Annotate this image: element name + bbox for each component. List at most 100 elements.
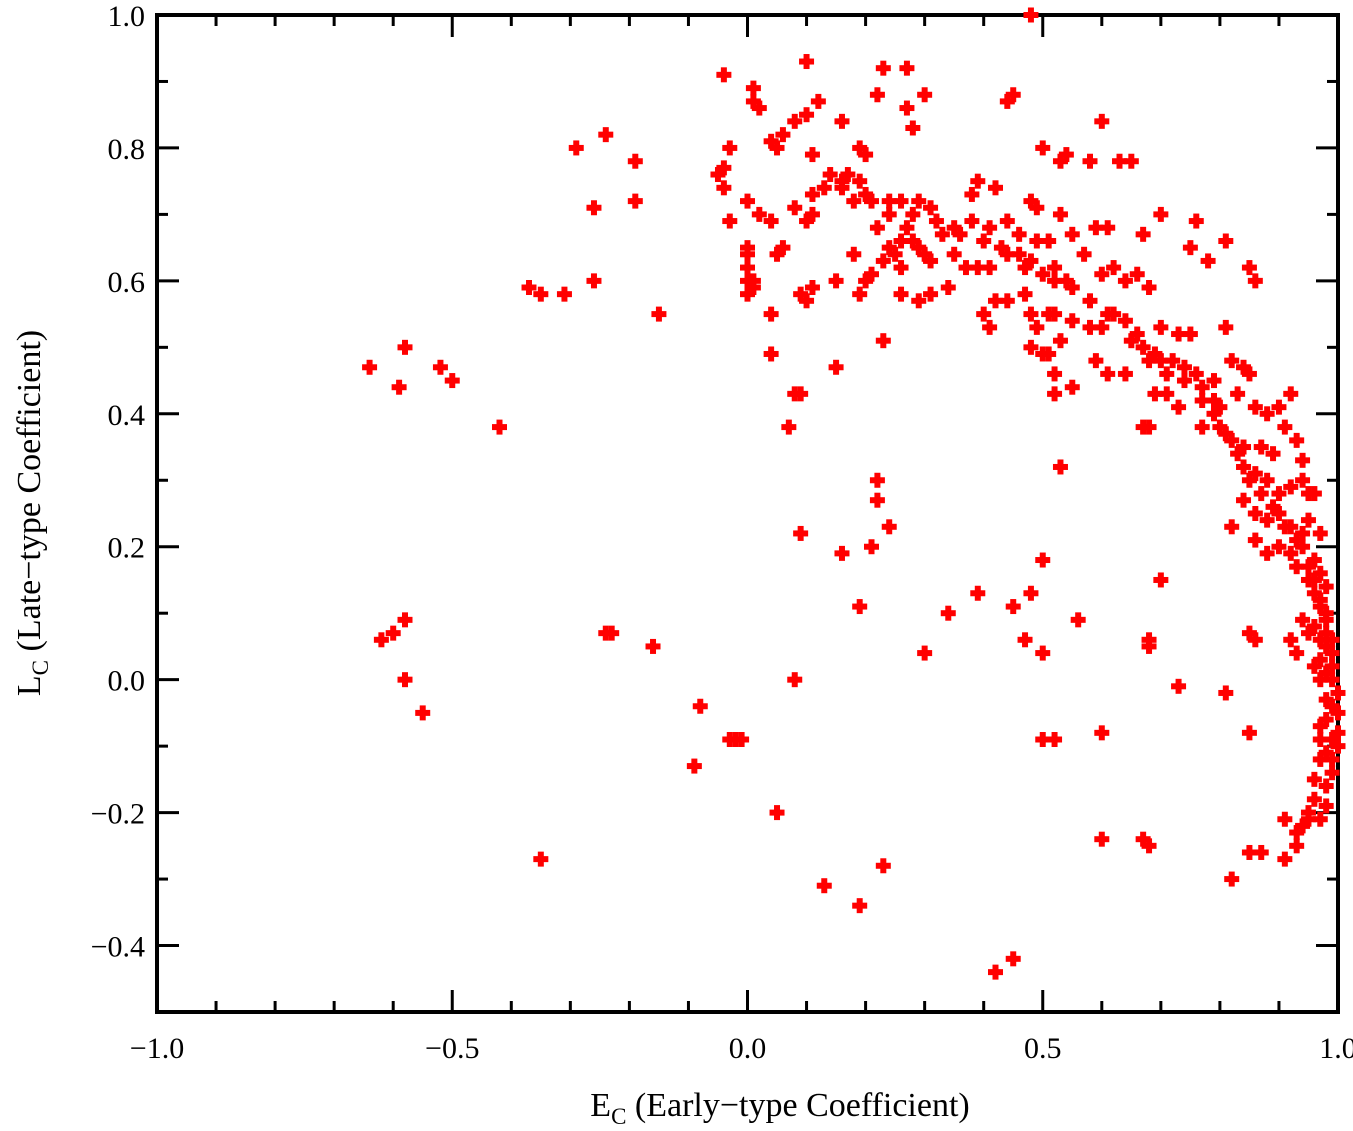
data-point <box>1289 432 1305 448</box>
data-point <box>769 805 785 821</box>
data-point <box>893 260 909 276</box>
data-point <box>1312 672 1328 688</box>
data-point <box>1035 140 1051 156</box>
data-point <box>834 545 850 561</box>
x-axis-title-sub: C <box>611 1104 626 1129</box>
data-point <box>1259 512 1275 528</box>
data-point <box>710 167 726 183</box>
data-point <box>1259 545 1275 561</box>
data-point <box>1218 426 1234 442</box>
data-point <box>999 246 1015 262</box>
data-point <box>1047 306 1063 322</box>
data-point <box>1324 765 1340 781</box>
data-point <box>864 266 880 282</box>
data-point <box>1241 260 1257 276</box>
data-point <box>923 286 939 302</box>
tick-labels: −1.0 −0.5 0.0 0.5 1.0 −0.4 −0.2 0.0 0.2 0.4 0.6 0.8… <box>91 0 1353 1065</box>
data-point <box>804 206 820 222</box>
data-point <box>1330 725 1346 741</box>
data-point <box>1241 625 1257 641</box>
data-point <box>1300 625 1316 641</box>
data-point <box>869 220 885 236</box>
data-point <box>385 625 401 641</box>
data-point <box>763 306 779 322</box>
data-point <box>1218 319 1234 335</box>
data-point <box>533 286 549 302</box>
data-point <box>1029 200 1045 216</box>
data-point <box>858 186 874 202</box>
data-point <box>869 492 885 508</box>
data-point <box>1277 811 1293 827</box>
data-point <box>911 293 927 309</box>
data-point <box>1188 366 1204 382</box>
data-point <box>1200 253 1216 269</box>
y-axis-title-rest: (Late−type Coefficient) <box>11 330 48 660</box>
data-point <box>1047 731 1063 747</box>
data-point <box>1271 486 1287 502</box>
data-point <box>740 286 755 302</box>
data-point <box>852 898 868 914</box>
data-point <box>491 419 507 435</box>
data-point <box>1023 339 1039 355</box>
data-point <box>1082 153 1098 169</box>
data-point <box>1052 333 1068 349</box>
data-point <box>1271 539 1287 555</box>
data-point <box>1241 366 1257 382</box>
data-point <box>1023 585 1039 601</box>
data-point <box>940 280 956 296</box>
data-point <box>881 519 897 535</box>
data-point <box>1023 7 1039 23</box>
data-point <box>1318 778 1334 794</box>
data-point <box>1236 492 1252 508</box>
y-tick-label: 0.2 <box>108 532 146 565</box>
data-point <box>1171 678 1187 694</box>
data-point <box>1052 153 1068 169</box>
data-point <box>1218 685 1234 701</box>
data-point <box>799 107 815 123</box>
data-point <box>1277 851 1293 867</box>
data-point <box>828 359 844 375</box>
data-point <box>1206 373 1222 389</box>
data-point <box>740 246 755 262</box>
data-point <box>740 193 755 209</box>
data-point <box>787 200 803 216</box>
data-point <box>521 280 537 296</box>
data-point <box>1041 346 1057 362</box>
data-point <box>1265 499 1281 515</box>
data-point <box>1247 532 1263 548</box>
data-point <box>1165 353 1181 369</box>
data-point <box>804 147 820 163</box>
data-point <box>716 180 732 196</box>
data-point <box>793 525 809 541</box>
data-point <box>716 67 732 83</box>
data-point <box>627 153 643 169</box>
data-point <box>373 632 389 648</box>
plot-frame <box>155 13 1340 1014</box>
data-point <box>1141 838 1157 854</box>
y-axis-title: LC (Late−type Coefficient) <box>11 330 53 696</box>
data-point <box>1283 545 1299 561</box>
data-point <box>988 964 1004 980</box>
data-point <box>940 605 956 621</box>
y-axis-title-main: L <box>11 675 48 696</box>
data-point <box>976 233 992 249</box>
data-point <box>1135 226 1151 242</box>
data-point <box>1123 333 1139 349</box>
data-point <box>946 246 962 262</box>
data-point <box>1283 386 1299 402</box>
data-point <box>1159 386 1175 402</box>
data-point <box>1306 572 1322 588</box>
data-point <box>1289 825 1305 841</box>
data-point <box>1176 359 1192 375</box>
data-point <box>869 472 885 488</box>
data-point <box>415 705 431 721</box>
data-point <box>1259 406 1275 422</box>
data-point <box>787 113 803 129</box>
data-point <box>787 672 803 688</box>
data-point <box>1011 226 1027 242</box>
data-point <box>1306 771 1322 787</box>
data-point <box>1141 353 1157 369</box>
data-point <box>899 60 915 76</box>
data-point <box>1017 632 1033 648</box>
data-point <box>852 286 868 302</box>
